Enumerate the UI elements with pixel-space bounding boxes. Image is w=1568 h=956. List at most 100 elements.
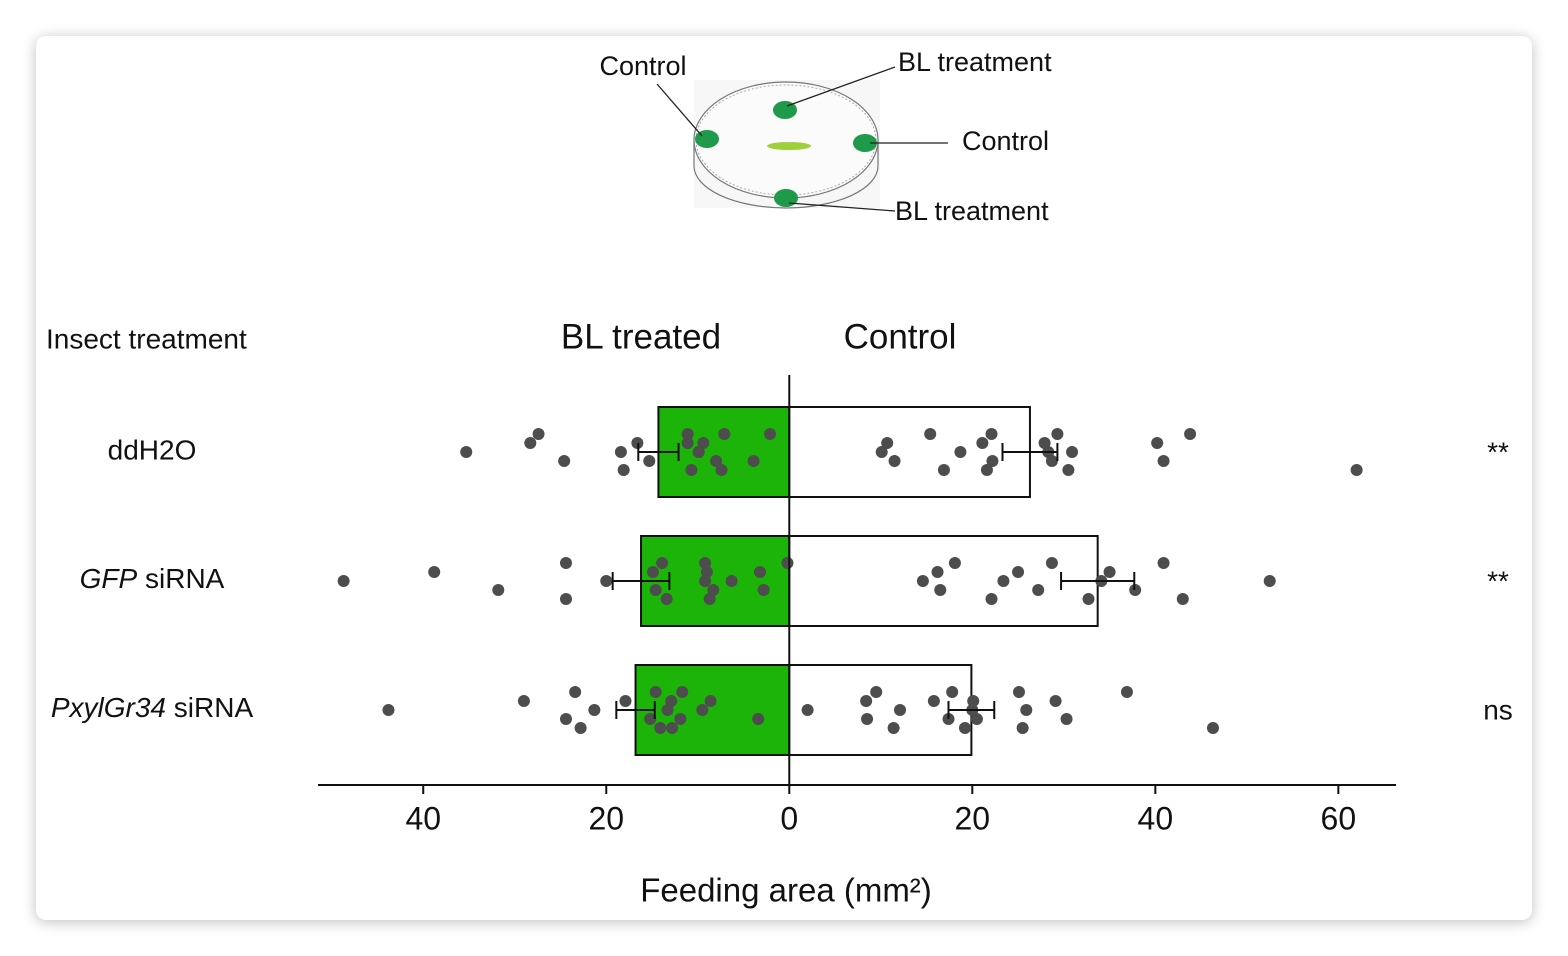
x-tick-label: 0 — [780, 800, 798, 836]
data-point — [894, 704, 907, 716]
data-point — [1263, 575, 1276, 587]
category-label-italic: PxylGr34 — [51, 692, 166, 723]
data-point — [916, 575, 929, 587]
data-point — [660, 593, 673, 605]
data-point — [1012, 566, 1025, 578]
error-bar — [1001, 443, 1059, 461]
category-label-italic: GFP — [80, 563, 138, 594]
data-point — [1103, 566, 1116, 578]
data-point — [649, 584, 662, 596]
petri-dish: Control BL treatment Control BL treatmen… — [599, 47, 1052, 226]
error-bar — [947, 701, 996, 719]
data-point — [1206, 722, 1219, 734]
data-point — [643, 455, 656, 467]
data-point — [681, 437, 694, 449]
data-point — [753, 566, 766, 578]
data-point — [644, 713, 657, 725]
leaf-disc — [773, 101, 797, 119]
x-tick-label: 40 — [1138, 800, 1174, 836]
data-point — [588, 704, 601, 716]
data-point — [1066, 446, 1079, 458]
error-bar — [615, 701, 656, 719]
data-point — [1151, 437, 1164, 449]
data-point — [704, 695, 717, 707]
significance-label: ns — [1483, 694, 1513, 725]
data-point — [718, 428, 731, 440]
data-point — [985, 593, 998, 605]
data-point — [958, 722, 971, 734]
data-point — [927, 695, 940, 707]
data-point — [697, 437, 710, 449]
data-point — [715, 464, 728, 476]
data-point — [860, 695, 873, 707]
data-point — [460, 446, 473, 458]
data-point — [569, 686, 582, 698]
data-point — [524, 437, 537, 449]
category-label: PxylGr34 siRNA — [51, 692, 254, 723]
data-point — [1045, 455, 1058, 467]
data-point — [970, 713, 983, 725]
x-axis-title: Feeding area (mm²) — [640, 872, 932, 909]
x-tick-label: 60 — [1321, 800, 1357, 836]
data-point — [703, 593, 716, 605]
data-point — [337, 575, 350, 587]
data-point — [937, 464, 950, 476]
data-point — [1020, 704, 1033, 716]
bar — [788, 664, 973, 756]
pointer — [656, 83, 703, 137]
error-bar — [637, 443, 680, 461]
data-point — [980, 464, 993, 476]
data-point — [888, 455, 901, 467]
category-label: GFP siRNA — [80, 563, 225, 594]
data-point — [881, 437, 894, 449]
data-point — [558, 455, 571, 467]
data-point — [492, 584, 505, 596]
leaf-disc — [774, 189, 798, 207]
data-point — [559, 713, 572, 725]
larva — [767, 142, 811, 150]
data-point — [946, 686, 959, 698]
data-point — [559, 593, 572, 605]
data-point — [574, 722, 587, 734]
data-point — [1060, 713, 1073, 725]
data-point — [1350, 464, 1363, 476]
data-point — [967, 695, 980, 707]
data-point — [710, 455, 723, 467]
data-point — [752, 713, 765, 725]
diagram-label: Control — [962, 126, 1049, 156]
data-point — [1176, 593, 1189, 605]
data-point — [1157, 455, 1170, 467]
data-point — [801, 704, 814, 716]
data-point — [692, 446, 705, 458]
significance-label: ** — [1487, 565, 1509, 596]
data-point — [1082, 593, 1095, 605]
data-point — [747, 455, 760, 467]
bar — [657, 406, 791, 498]
data-point — [382, 704, 395, 716]
data-point — [931, 566, 944, 578]
diagram-label: Control — [599, 51, 686, 81]
diagram-label: BL treatment — [895, 196, 1049, 226]
data-point — [666, 722, 679, 734]
category-label-rest: siRNA — [137, 563, 224, 594]
data-point — [954, 446, 967, 458]
data-point — [428, 566, 441, 578]
data-point — [699, 575, 712, 587]
dish-rim — [693, 81, 879, 199]
data-point — [985, 428, 998, 440]
data-point — [870, 686, 883, 698]
data-point — [875, 446, 888, 458]
significance-label: ** — [1487, 436, 1509, 467]
data-point — [934, 584, 947, 596]
bar — [788, 406, 1031, 498]
data-point — [517, 695, 530, 707]
error-bar — [1060, 572, 1136, 590]
bar — [634, 664, 791, 756]
data-point — [757, 584, 770, 596]
data-point — [948, 557, 961, 569]
data-point — [614, 446, 627, 458]
data-point — [699, 557, 712, 569]
data-point — [654, 722, 667, 734]
data-point — [707, 584, 720, 596]
